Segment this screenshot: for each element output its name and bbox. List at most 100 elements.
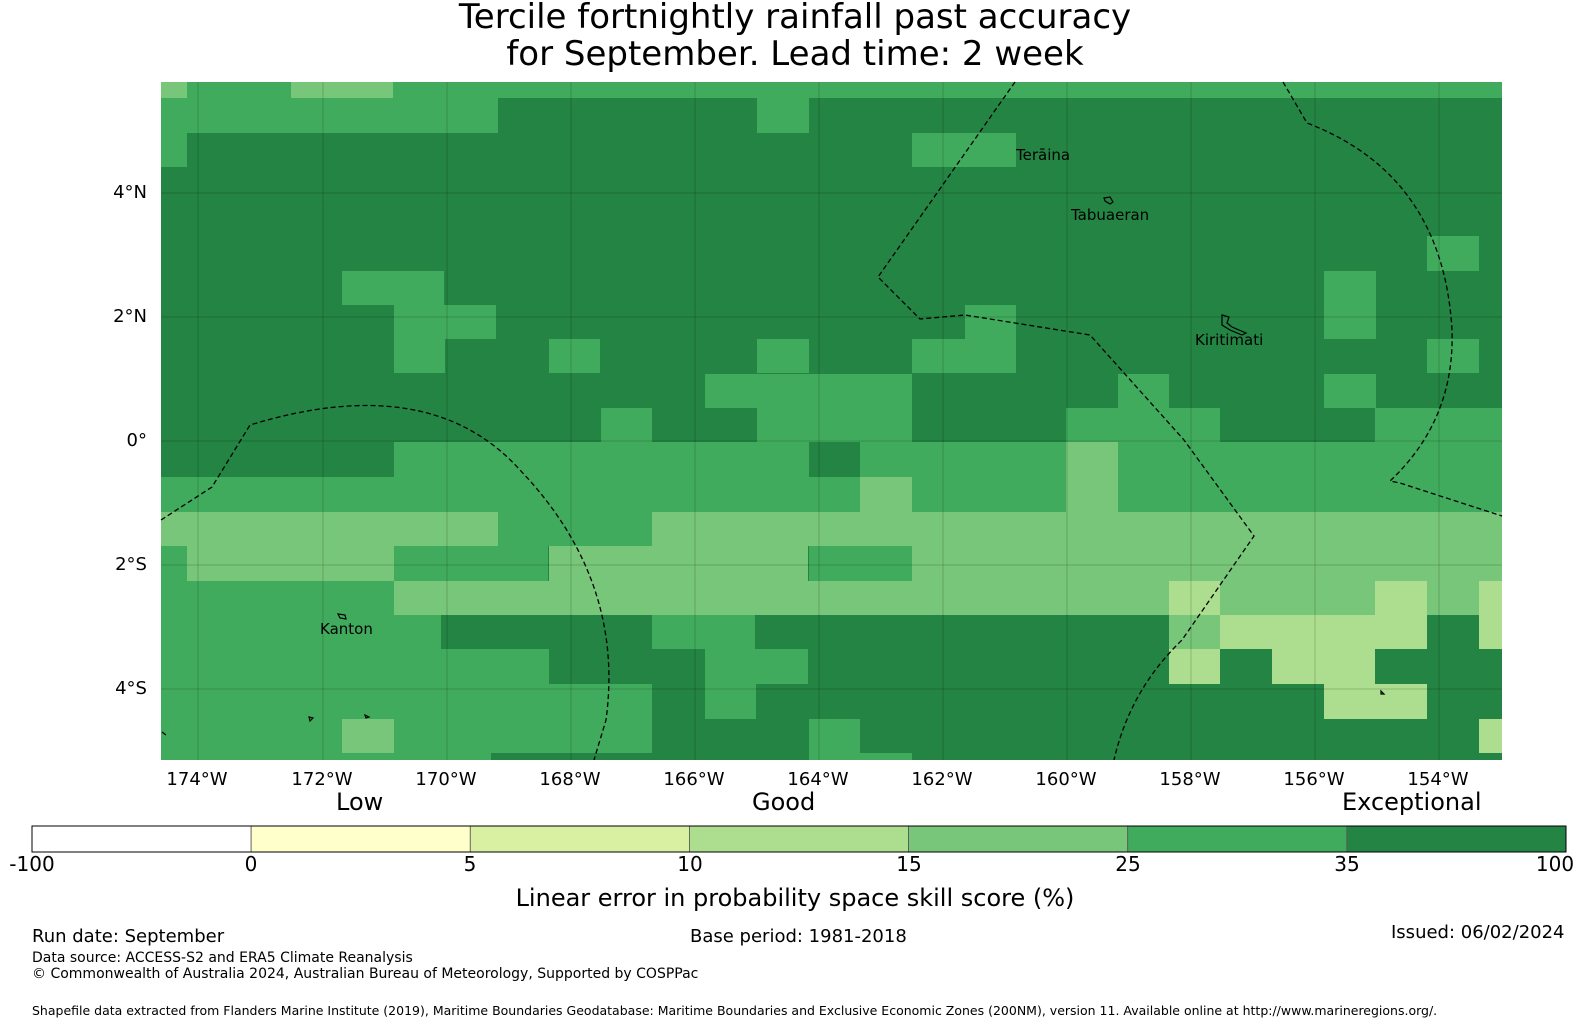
colorbar-tick: 35 — [1334, 852, 1360, 876]
lon-tick: 172°W — [291, 769, 353, 790]
title-line-1: Tercile fortnightly rainfall past accura… — [458, 0, 1132, 37]
category-good: Good — [752, 788, 816, 816]
skill-cell — [394, 546, 548, 581]
skill-cell — [1066, 408, 1220, 442]
skill-cell — [1324, 271, 1376, 339]
islands — [161, 196, 1386, 736]
skill-cell — [705, 684, 756, 719]
colorbar-tick: 10 — [677, 852, 703, 876]
skill-cell — [757, 339, 809, 373]
eez-boundary-kiritimati-east — [1282, 81, 1503, 517]
skill-cell — [1479, 615, 1502, 649]
skill-cell — [291, 82, 393, 98]
skill-cell — [498, 512, 652, 546]
lat-tick-2s: 2°S — [115, 554, 147, 575]
lon-tick: 162°W — [911, 769, 973, 790]
colorbar-segment — [250, 825, 471, 853]
skill-cell — [161, 82, 1502, 98]
skill-cell — [809, 546, 912, 581]
colorbar-segment — [31, 825, 252, 853]
skill-cell — [809, 753, 912, 760]
skill-cell — [161, 477, 1502, 512]
colorbar-frame — [31, 825, 1567, 853]
place-label-kanton: Kanton — [320, 620, 373, 638]
lon-tick: 160°W — [1035, 769, 1097, 790]
category-exceptional: Exceptional — [1342, 788, 1482, 816]
kiritimati-island-icon — [1221, 314, 1248, 336]
issued-date: Issued: 06/02/2024 — [1391, 922, 1565, 943]
copyright: © Commonwealth of Australia 2024, Austra… — [32, 966, 699, 982]
skill-cell — [1169, 649, 1220, 684]
skill-cell — [809, 719, 860, 753]
skill-cell — [1066, 477, 1118, 512]
colorbar-tick: -100 — [9, 852, 55, 876]
colorbar-segment — [1346, 825, 1567, 853]
lon-tick: 166°W — [663, 769, 725, 790]
skill-cell — [1066, 442, 1118, 477]
skill-cell — [1324, 374, 1376, 408]
skill-cell — [912, 546, 1502, 581]
eez-boundary-kanton — [160, 404, 610, 761]
islet-icon — [1380, 689, 1386, 695]
run-date: Run date: September — [32, 926, 225, 947]
lon-tick: 170°W — [415, 769, 477, 790]
eez-boundaries — [160, 81, 1503, 761]
islet-icon — [161, 731, 167, 736]
skill-cell — [161, 581, 394, 615]
skill-cell — [342, 271, 444, 305]
skill-cell — [1324, 684, 1427, 719]
skill-cell — [1169, 82, 1324, 98]
skill-cell — [601, 408, 652, 442]
skill-cell — [1036, 82, 1118, 98]
skill-cell — [1375, 408, 1502, 442]
skill-cell — [1479, 719, 1502, 753]
skill-cell — [394, 305, 496, 339]
colorbar-tick: 15 — [896, 852, 922, 876]
skill-cell — [912, 339, 1016, 373]
lon-tick: 154°W — [1407, 769, 1469, 790]
skill-cell — [652, 512, 1502, 546]
colorbar-segment — [469, 825, 690, 853]
colorbar-tick: 100 — [1535, 852, 1575, 876]
skill-cell — [161, 133, 187, 167]
skill-cell — [705, 649, 808, 684]
colorbar-tick: 25 — [1115, 852, 1141, 876]
place-label-kiritimati: Kiritimati — [1195, 331, 1263, 349]
skill-cell — [1427, 236, 1479, 271]
data-source: Data source: ACCESS-S2 and ERA5 Climate … — [32, 950, 413, 966]
colorbar-segment — [689, 825, 909, 853]
skill-cell — [1375, 581, 1427, 615]
skill-cell — [394, 719, 652, 753]
colorbar-segment — [1127, 825, 1348, 853]
skill-cell — [342, 719, 394, 753]
skill-cell — [1118, 374, 1169, 408]
graticule — [161, 82, 1502, 760]
place-labels: Terāina Tabuaeran Kiritimati Kanton — [320, 146, 1263, 638]
tabuaeran-island-icon — [1103, 196, 1114, 205]
skill-cell — [394, 339, 445, 373]
lon-tick: 174°W — [166, 769, 228, 790]
skill-cell — [394, 581, 1502, 615]
lat-tick-4s: 4°S — [115, 678, 147, 699]
skill-cell — [652, 615, 755, 649]
skill-cell — [757, 408, 912, 442]
colorbar — [31, 825, 1567, 853]
lon-tick: 158°W — [1159, 769, 1221, 790]
skill-cell — [1479, 581, 1502, 615]
skill-cell — [912, 133, 1016, 167]
lon-tick: 156°W — [1283, 769, 1345, 790]
colorbar-tick: 0 — [244, 852, 258, 876]
skill-cell — [161, 649, 549, 684]
skill-cell — [1169, 581, 1220, 615]
skill-cell — [860, 477, 912, 512]
skill-cell — [1427, 339, 1479, 373]
title-line-2: for September. Lead time: 2 week — [506, 34, 1084, 74]
skill-cell — [161, 546, 187, 581]
skill-cell — [549, 339, 600, 373]
lat-tick-2n: 2°N — [113, 306, 147, 327]
skill-cell — [1220, 615, 1427, 649]
skill-grid — [161, 82, 1502, 760]
islet-icon — [308, 716, 315, 723]
skill-cell — [161, 719, 342, 753]
